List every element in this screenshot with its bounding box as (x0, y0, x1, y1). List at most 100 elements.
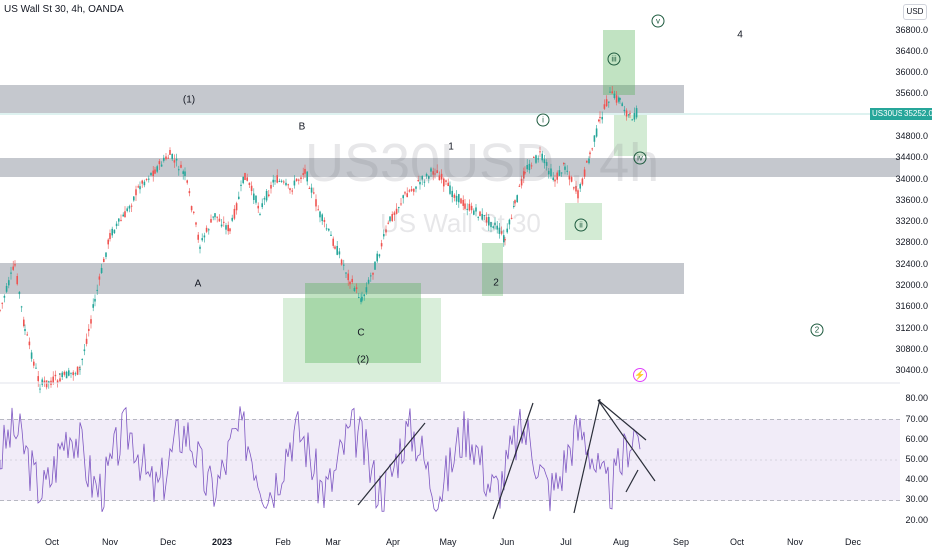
candle-body (1, 302, 3, 304)
candle-body (490, 221, 492, 228)
candle-body (385, 229, 387, 233)
candle-body (227, 224, 229, 232)
candle-body (408, 190, 411, 192)
candle-body (351, 278, 353, 283)
candle-body (518, 185, 521, 187)
main-chart-svg[interactable] (0, 0, 900, 550)
candle-body (90, 319, 92, 324)
candle-body (526, 165, 528, 170)
candle-body (133, 196, 135, 201)
candle-body (35, 367, 37, 369)
candle-body (59, 378, 61, 382)
candle-body (293, 180, 296, 186)
candle-body (428, 176, 430, 179)
candle-body (516, 195, 518, 203)
candle-body (494, 222, 496, 226)
candle-body (530, 165, 533, 167)
candle-body (188, 191, 191, 194)
candle-body (173, 160, 176, 163)
candle-body (566, 170, 568, 172)
candle-body (423, 181, 426, 183)
price-tick: 30800.0 (895, 344, 928, 354)
last-price-badge: 35252.0 (902, 108, 932, 120)
green-box-iv (614, 115, 647, 156)
candle-body (470, 205, 473, 211)
candle-body (564, 166, 566, 170)
candle-body (259, 213, 261, 215)
candle-body (154, 169, 156, 174)
lightning-icon[interactable]: ⚡ (633, 368, 647, 382)
candle-body (197, 234, 199, 240)
candle-body (33, 361, 35, 366)
candle-body (315, 199, 317, 207)
candle-body (573, 187, 575, 189)
candle-body (152, 170, 154, 177)
candle-body (608, 101, 610, 103)
candle-body (492, 226, 494, 228)
candle-body (158, 161, 161, 165)
wave-label-b: B (298, 121, 306, 133)
candle-body (345, 272, 347, 274)
candle-body (135, 189, 137, 196)
candle-body (347, 273, 349, 281)
candle-body (589, 152, 591, 155)
candle-body (568, 175, 571, 180)
candle-body (317, 209, 319, 211)
candle-body (16, 276, 18, 285)
candle-body (361, 296, 363, 301)
rsi-tick: 70.00 (905, 414, 928, 424)
candle-body (10, 272, 12, 274)
candle-body (332, 238, 334, 246)
candle-body (417, 179, 419, 182)
candle-body (235, 203, 238, 211)
candle-body (406, 193, 408, 198)
price-tick: 34400.0 (895, 152, 928, 162)
candle-body (328, 228, 330, 231)
candle-body (633, 113, 636, 120)
price-tick: 35600.0 (895, 88, 928, 98)
candle-body (628, 114, 630, 116)
candle-body (54, 374, 57, 377)
candle-body (56, 380, 59, 383)
candle-body (508, 219, 511, 225)
chart-area[interactable] (0, 0, 900, 550)
candle-body (96, 289, 98, 291)
time-tick: Jun (499, 537, 515, 547)
candle-body (533, 156, 535, 158)
candle-body (63, 371, 66, 375)
symbol-header: US Wall St 30, 4h, OANDA (4, 4, 124, 15)
candle-body (586, 160, 588, 163)
candle-body (103, 258, 105, 263)
support-zone-mid (0, 158, 900, 177)
currency-button[interactable]: USD (903, 4, 927, 20)
candle-body (475, 207, 477, 212)
candle-body (186, 180, 188, 183)
wave-label-a: A (194, 278, 202, 290)
candle-body (28, 341, 31, 346)
candle-body (274, 180, 276, 182)
candle-body (514, 200, 516, 204)
support-zone-low (0, 263, 684, 294)
candle-body (460, 198, 462, 204)
rsi-tick: 80.00 (905, 393, 928, 403)
candle-body (513, 206, 515, 208)
candle-body (72, 372, 74, 376)
rsi-trendline (492, 402, 534, 520)
candle-body (340, 259, 343, 265)
candle-body (477, 216, 479, 218)
candle-body (554, 179, 556, 182)
candle-body (400, 203, 402, 205)
candle-body (85, 338, 88, 344)
candle-body (68, 370, 70, 376)
candle-body (167, 157, 169, 159)
price-tick: 33200.0 (895, 216, 928, 226)
price-scale[interactable]: 36800.0 36400.0 36000.0 35600.0 34800.0 34400… (895, 0, 932, 550)
candle-body (365, 287, 368, 293)
time-tick: Oct (44, 537, 60, 547)
rsi-tick: 60.00 (905, 434, 928, 444)
candle-body (137, 186, 139, 188)
candle-body (74, 373, 77, 375)
candle-body (325, 228, 328, 230)
candle-body (278, 180, 281, 182)
price-tick: 34800.0 (895, 131, 928, 141)
